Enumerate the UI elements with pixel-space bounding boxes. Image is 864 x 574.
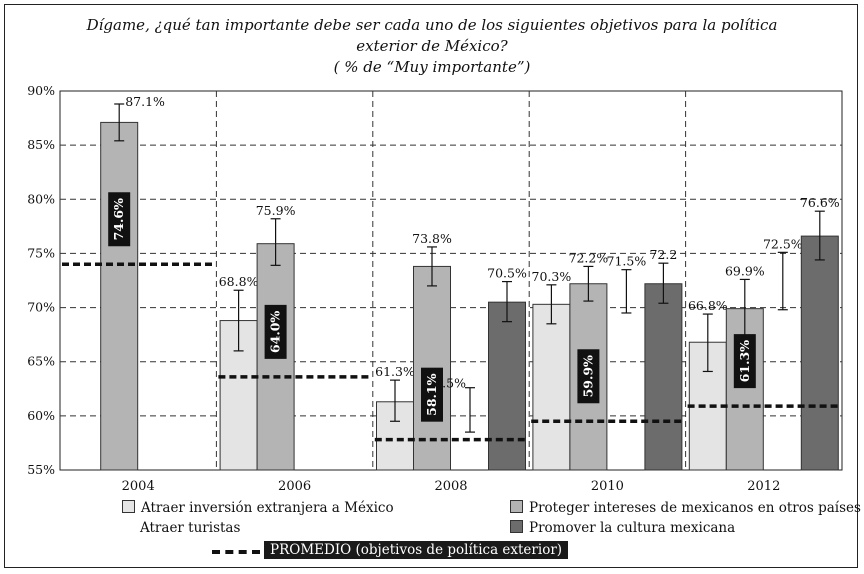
label-s1-2006: 75.9% (256, 203, 296, 218)
legend-item-cultura: Promover la cultura mexicana (510, 520, 735, 536)
legend-label-turistas: Atraer turistas (140, 520, 241, 536)
legend-average-label: PROMEDIO (objetivos de política exterior… (264, 541, 569, 559)
label-s3-2008: 70.5% (487, 266, 527, 281)
legend-item-inversion: Atraer inversión extranjera a México (122, 500, 394, 516)
y-tick-75: 75% (27, 245, 55, 260)
bar-s3-2008 (488, 301, 526, 471)
legend-label-cultura: Promover la cultura mexicana (529, 520, 736, 536)
average-label-2006: 64.0% (268, 311, 283, 353)
average-label-2004: 74.6% (111, 198, 126, 240)
label-s2-2010: 71.5% (607, 254, 647, 269)
bar-s0-2010 (532, 303, 571, 471)
label-s0-2008: 61.3% (375, 364, 415, 379)
x-tick-2004: 2004 (122, 479, 155, 494)
label-s3-2010: 72.2 (649, 247, 677, 262)
average-box-2004 (108, 192, 131, 247)
x-tick-2006: 2006 (278, 479, 311, 494)
label-s3-2012: 76.6% (800, 195, 840, 210)
average-label-2008: 58.1% (424, 373, 439, 415)
y-tick-90: 90% (27, 83, 55, 98)
legend-swatch-cultura (510, 520, 523, 533)
label-s0-2006: 68.8% (219, 274, 259, 289)
average-box-2010 (577, 349, 600, 404)
label-s2-2012: 72.5% (763, 236, 803, 251)
label-s1-2010: 72.2% (569, 250, 609, 265)
average-box-2012 (733, 334, 756, 389)
label-s0-2010: 70.3% (532, 269, 572, 284)
y-tick-65: 65% (27, 354, 55, 369)
average-box-2008 (421, 367, 443, 422)
x-tick-2008: 2008 (434, 479, 467, 494)
y-tick-70: 70% (27, 300, 55, 315)
legend-swatch-inversion (122, 500, 135, 513)
x-tick-2012: 2012 (747, 479, 780, 494)
legend-item-proteger: Proteger intereses de mexicanos en otros… (510, 500, 861, 516)
legend-item-turistas: Atraer turistas (140, 520, 240, 536)
y-tick-80: 80% (27, 191, 55, 206)
chart-frame (4, 4, 858, 568)
average-box-2006 (264, 304, 287, 359)
bar-s3-2010 (644, 283, 683, 471)
label-s1-2004: 87.1% (125, 94, 165, 109)
bar-s3-2012 (800, 235, 839, 471)
legend-swatch-proteger (510, 500, 523, 513)
average-label-2010: 59.9% (580, 355, 595, 397)
legend-label-proteger: Proteger intereses de mexicanos en otros… (529, 500, 861, 516)
x-tick-2010: 2010 (591, 479, 624, 494)
legend-average-line (212, 550, 260, 554)
label-s0-2012: 66.8% (688, 298, 728, 313)
average-label-2012: 61.3% (737, 340, 752, 382)
bar-s1-2004 (100, 121, 139, 471)
y-tick-55: 55% (27, 462, 55, 477)
label-s1-2008: 73.8% (412, 231, 452, 246)
chart-title-line-1: Dígame, ¿qué tan importante debe ser cad… (86, 16, 778, 34)
legend-label-inversion: Atraer inversión extranjera a México (141, 500, 394, 516)
label-s1-2012: 69.9% (725, 263, 765, 278)
y-tick-60: 60% (27, 408, 55, 423)
chart-subtitle: ( % de “Muy importante”) (333, 58, 531, 76)
chart-title-line-2: exterior de México? (356, 37, 508, 55)
y-tick-85: 85% (27, 137, 55, 152)
